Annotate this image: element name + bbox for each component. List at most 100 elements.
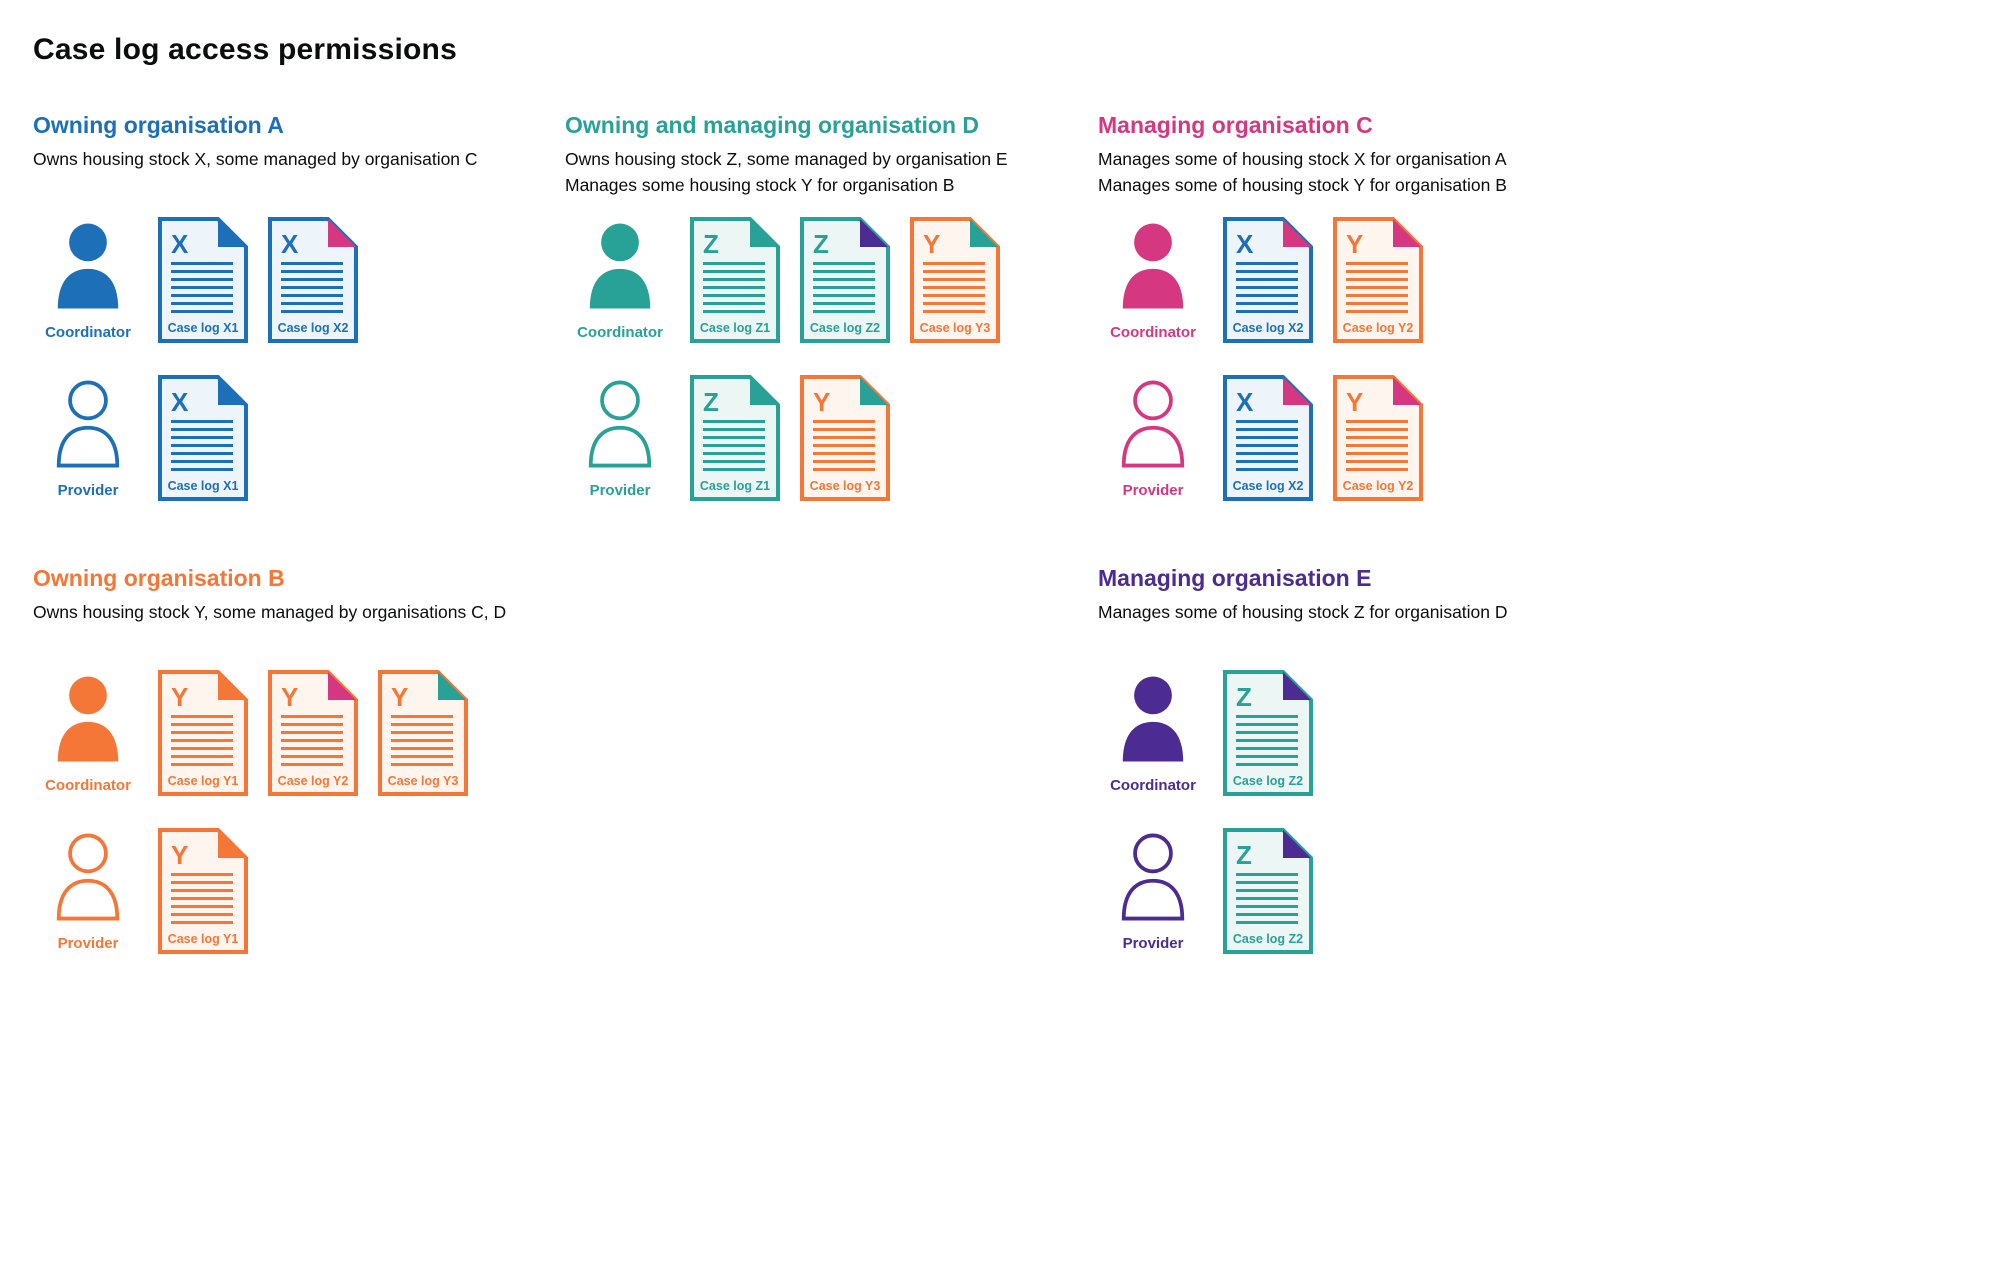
document-icon: Y Case log Y3 xyxy=(800,375,890,501)
person-provider: Provider xyxy=(565,374,675,499)
description-line: Manages some housing stock Y for organis… xyxy=(565,175,955,195)
section-heading: Managing organisation E xyxy=(1098,565,1372,591)
case-log-document: Y Case log Y3 xyxy=(799,374,891,502)
docs-group: X Case log X1 xyxy=(157,374,249,502)
section-rows: Coordinator Z Case log Z2 xyxy=(1098,669,1967,955)
svg-text:Case log X2: Case log X2 xyxy=(1233,479,1304,493)
document-icon: Y Case log Y2 xyxy=(1333,217,1423,343)
document-icon: Z Case log Z1 xyxy=(690,375,780,501)
description-line: Manages some of housing stock Z for orga… xyxy=(1098,602,1508,622)
person-provider: Provider xyxy=(1098,827,1208,952)
diagram-columns: Owning organisation A Owns housing stock… xyxy=(33,111,1967,955)
case-log-document: Y Case log Y3 xyxy=(909,216,1001,344)
svg-text:Case log Y2: Case log Y2 xyxy=(1343,479,1414,493)
case-log-document: X Case log X1 xyxy=(157,374,249,502)
person-role-label: Provider xyxy=(1122,482,1184,499)
document-icon: Y Case log Y3 xyxy=(378,670,468,796)
provider-icon xyxy=(56,380,120,468)
docs-group: Z Case log Z1 Y Case log xyxy=(689,374,891,502)
person-role-label: Provider xyxy=(1122,935,1184,952)
section-owning-organisation-a: Owning organisation A Owns housing stock… xyxy=(33,111,565,502)
person-provider: Provider xyxy=(1098,374,1208,499)
description-line: Owns housing stock Z, some managed by or… xyxy=(565,149,1008,169)
coordinator-row: Coordinator X Case log X1 xyxy=(33,216,565,344)
svg-text:Y: Y xyxy=(171,682,188,712)
svg-text:Case log Z1: Case log Z1 xyxy=(700,479,770,493)
case-log-document: Z Case log Z2 xyxy=(1222,827,1314,955)
provider-row: Provider Y Case log Y1 xyxy=(33,827,565,955)
section-rows: Coordinator Y Case log Y1 xyxy=(33,669,565,955)
provider-icon xyxy=(56,833,120,921)
person-role-label: Provider xyxy=(589,482,651,499)
docs-group: Y Case log Y1 Y Case log xyxy=(157,669,469,797)
person-role-label: Coordinator xyxy=(45,324,131,341)
person-coordinator: Coordinator xyxy=(1098,669,1208,794)
document-icon: Y Case log Y2 xyxy=(268,670,358,796)
document-icon: Y Case log Y1 xyxy=(158,670,248,796)
document-icon: Z Case log Z2 xyxy=(1223,670,1313,796)
person-role-label: Coordinator xyxy=(577,324,663,341)
svg-text:Y: Y xyxy=(1346,387,1363,417)
section-rows: Coordinator X Case log X1 xyxy=(33,216,565,502)
person-coordinator: Coordinator xyxy=(33,216,143,341)
svg-text:Case log Y3: Case log Y3 xyxy=(388,774,459,788)
svg-text:Y: Y xyxy=(813,387,830,417)
svg-text:Case log Y2: Case log Y2 xyxy=(278,774,349,788)
provider-row: Provider X Case log X2 xyxy=(1098,374,1967,502)
column-2: Owning and managing organisation D Owns … xyxy=(565,111,1098,502)
document-icon: Z Case log Z1 xyxy=(690,217,780,343)
person-provider: Provider xyxy=(33,374,143,499)
docs-group: Y Case log Y1 xyxy=(157,827,249,955)
case-log-document: Y Case log Y1 xyxy=(157,669,249,797)
provider-icon xyxy=(1121,380,1185,468)
svg-text:X: X xyxy=(281,229,299,259)
person-role-label: Coordinator xyxy=(1110,324,1196,341)
description-line: Manages some of housing stock Y for orga… xyxy=(1098,175,1507,195)
document-icon: Z Case log Z2 xyxy=(800,217,890,343)
provider-row: Provider Z Case log Z1 xyxy=(565,374,1098,502)
section-heading: Owning organisation A xyxy=(33,112,284,138)
svg-text:Y: Y xyxy=(923,229,940,259)
document-icon: X Case log X2 xyxy=(1223,375,1313,501)
person-coordinator: Coordinator xyxy=(1098,216,1208,341)
section-rows: Coordinator X Case log X2 xyxy=(1098,216,1967,502)
svg-text:Case log Y3: Case log Y3 xyxy=(920,321,991,335)
case-log-document: Y Case log Y3 xyxy=(377,669,469,797)
provider-icon xyxy=(1121,833,1185,921)
person-coordinator: Coordinator xyxy=(33,669,143,794)
case-log-document: Y Case log Y2 xyxy=(267,669,359,797)
svg-text:Y: Y xyxy=(281,682,298,712)
section-description: Manages some of housing stock Z for orga… xyxy=(1098,599,1967,655)
svg-text:Case log Z1: Case log Z1 xyxy=(700,321,770,335)
description-line: Owns housing stock Y, some managed by or… xyxy=(33,602,507,622)
case-log-document: Z Case log Z2 xyxy=(1222,669,1314,797)
svg-text:Case log Y3: Case log Y3 xyxy=(810,479,881,493)
provider-row: Provider Z Case log Z2 xyxy=(1098,827,1967,955)
section-heading: Owning and managing organisation D xyxy=(565,112,980,138)
svg-text:X: X xyxy=(171,229,189,259)
case-log-document: Y Case log Y2 xyxy=(1332,216,1424,344)
column-1: Owning organisation A Owns housing stock… xyxy=(33,111,565,955)
coordinator-row: Coordinator X Case log X2 xyxy=(1098,216,1967,344)
description-line: Manages some of housing stock X for orga… xyxy=(1098,149,1507,169)
case-log-document: X Case log X2 xyxy=(267,216,359,344)
document-icon: Y Case log Y2 xyxy=(1333,375,1423,501)
person-role-label: Coordinator xyxy=(45,777,131,794)
svg-text:Y: Y xyxy=(1346,229,1363,259)
document-icon: X Case log X1 xyxy=(158,375,248,501)
coordinator-icon xyxy=(57,676,119,762)
svg-text:Y: Y xyxy=(171,840,188,870)
svg-text:Case log Z2: Case log Z2 xyxy=(1233,932,1303,946)
svg-text:Y: Y xyxy=(391,682,408,712)
section-owning-organisation-b: Owning organisation B Owns housing stock… xyxy=(33,564,565,955)
coordinator-row: Coordinator Z Case log Z2 xyxy=(1098,669,1967,797)
coordinator-icon xyxy=(1122,223,1184,309)
svg-text:Z: Z xyxy=(1236,840,1252,870)
coordinator-row: Coordinator Y Case log Y1 xyxy=(33,669,565,797)
case-log-document: X Case log X2 xyxy=(1222,216,1314,344)
description-line: Owns housing stock X, some managed by or… xyxy=(33,149,478,169)
docs-group: X Case log X2 Y Case log xyxy=(1222,216,1424,344)
docs-group: X Case log X2 Y Case log xyxy=(1222,374,1424,502)
svg-text:Case log X2: Case log X2 xyxy=(278,321,349,335)
svg-text:Case log X1: Case log X1 xyxy=(168,479,239,493)
